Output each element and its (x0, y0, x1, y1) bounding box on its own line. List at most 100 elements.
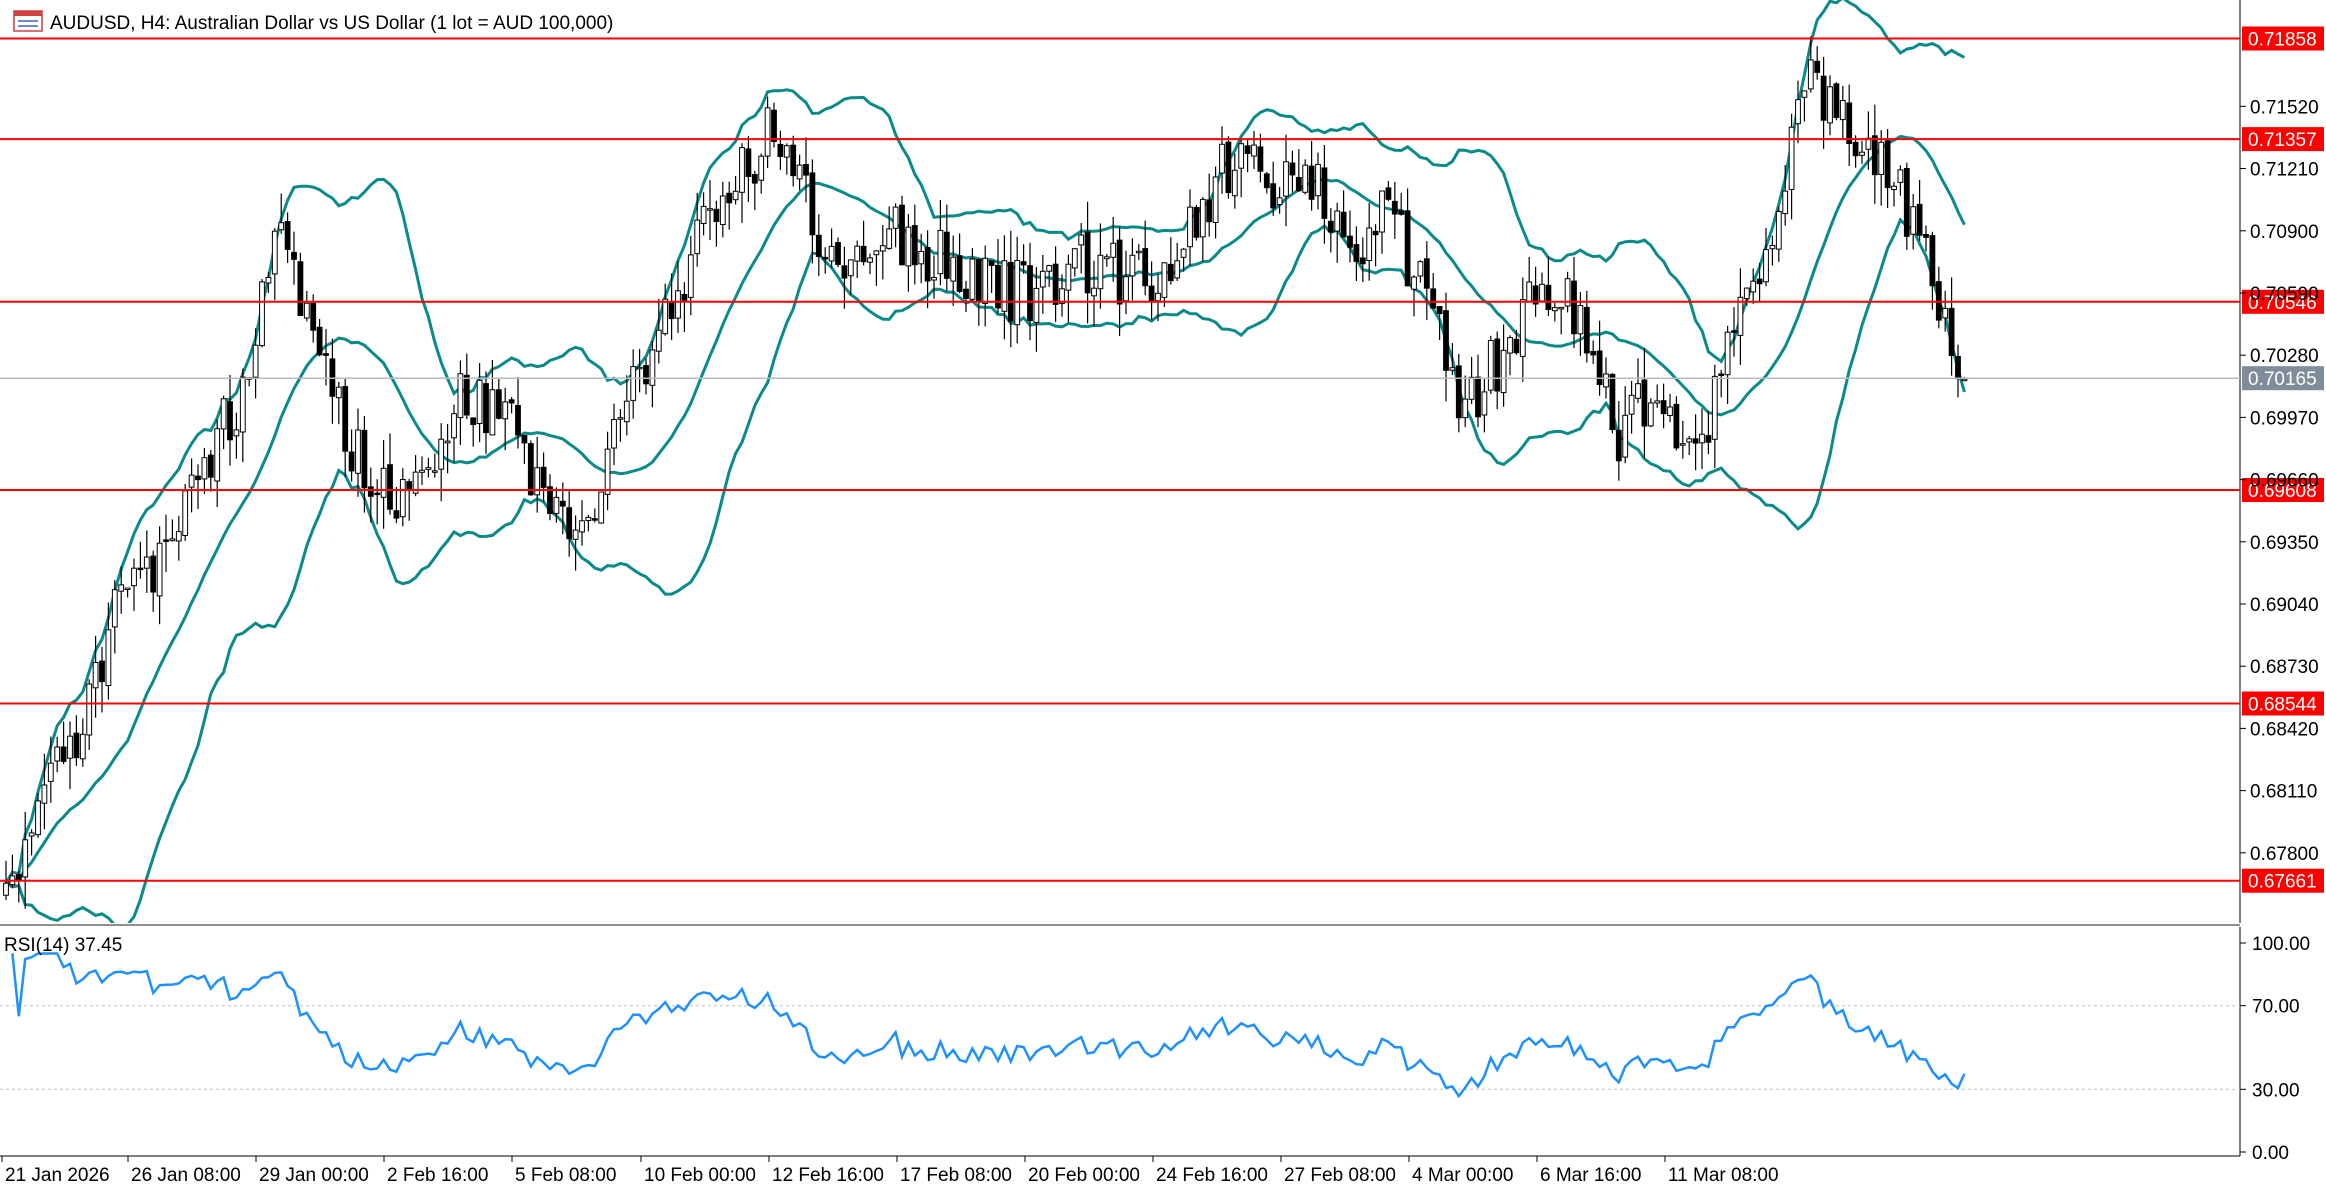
candle-body-up (1647, 402, 1654, 427)
candle (252, 328, 259, 399)
candle-body-up (1628, 394, 1635, 415)
candle-body-up (111, 589, 118, 628)
candle-body-up (303, 302, 310, 319)
candle-body-up (1679, 443, 1686, 446)
candle-body-down (137, 567, 144, 571)
rsi-tick-label: 70.00 (2252, 997, 2300, 1018)
candle (745, 136, 752, 202)
candle-body-down (1289, 162, 1296, 176)
candle-body-up (1635, 383, 1641, 399)
candle-body-up (617, 417, 624, 420)
candle (611, 403, 617, 466)
candle (1756, 263, 1763, 302)
candle (342, 379, 349, 478)
time-tick-label: 5 Feb 08:00 (515, 1165, 616, 1184)
candle (809, 159, 816, 264)
candle (1468, 356, 1475, 404)
candle-body-down (841, 265, 848, 279)
candle (700, 192, 707, 236)
candle-body-up (931, 277, 937, 281)
candle-body-up (355, 429, 361, 474)
price-level[interactable]: 0.71357 (0, 127, 2324, 152)
time-tick-label: 27 Feb 08:00 (1284, 1165, 1396, 1184)
candle-body-down (387, 464, 393, 510)
candle-body-down (1923, 234, 1929, 238)
candle (73, 715, 80, 766)
candle-body-down (1340, 211, 1347, 238)
candle (1161, 262, 1168, 307)
candle (675, 260, 681, 334)
candle-body-down (643, 365, 649, 385)
candle (1129, 238, 1136, 301)
candle-body-up (873, 250, 880, 256)
candle-body-up (489, 389, 496, 436)
candle-body-up (233, 429, 240, 437)
candle-body-down (348, 451, 355, 472)
candle-body-up (604, 448, 611, 495)
candle (899, 195, 905, 266)
candle (988, 260, 995, 293)
candle (265, 271, 272, 293)
chart-window-icon[interactable] (13, 10, 43, 32)
candle-body-up (1449, 367, 1456, 371)
candle-body-up (764, 107, 771, 157)
candle-body-down (515, 405, 521, 436)
candle-body-down (1385, 187, 1392, 200)
candle (847, 259, 854, 295)
candle (60, 721, 67, 765)
candle-body-up (67, 735, 73, 759)
rsi-pane[interactable]: 100.00 70.00 30.00 0.00 RSI(14) 37.45 (0, 927, 2310, 1164)
candle (1641, 348, 1648, 458)
candle-body-up (1238, 143, 1245, 169)
candle (489, 360, 496, 436)
candle-body-up (1897, 169, 1904, 183)
candle (604, 431, 611, 511)
candle (1302, 159, 1309, 195)
candle-body-down (60, 746, 67, 762)
price-level[interactable]: 0.70546 (0, 289, 2324, 314)
candle-body-up (92, 662, 99, 689)
price-level[interactable]: 0.71858 (0, 26, 2324, 51)
price-level[interactable]: 0.67661 (0, 868, 2324, 893)
candle-body-up (1942, 307, 1949, 319)
candle-body-up (47, 762, 54, 782)
price-pane[interactable]: 0.71858 0.71357 0.70546 0.69608 0.68544 0.676… (0, 0, 2324, 925)
candle (271, 228, 278, 301)
candle-body-up (1961, 378, 1968, 382)
candle-body-up (1839, 100, 1846, 121)
candle-body-up (1622, 414, 1629, 458)
candle-body-down (924, 247, 931, 282)
candle-body-down (1206, 199, 1213, 223)
candle (1731, 307, 1737, 357)
candle (233, 412, 240, 459)
candle (739, 143, 745, 223)
candle-body-up (694, 219, 701, 255)
candle (1423, 241, 1430, 320)
candle-body-up (182, 490, 189, 536)
candle-body-down (1142, 248, 1149, 287)
price-level-label: 0.71858 (2248, 30, 2317, 51)
candle-body-up (892, 206, 899, 229)
candle-body-down (310, 302, 317, 331)
chart-header: AUDUSD, H4: Australian Dollar vs US Doll… (13, 10, 613, 34)
candle (111, 579, 118, 654)
candle-body-down (911, 225, 918, 266)
candle-body-up (1187, 206, 1193, 248)
candle-body-up (1161, 262, 1168, 298)
candle-body-down (1756, 278, 1763, 285)
candle-body-down (1673, 403, 1680, 449)
time-tick-label: 24 Feb 16:00 (1156, 1165, 1268, 1184)
candle (873, 250, 880, 286)
price-level[interactable]: 0.69608 (0, 478, 2324, 502)
candle-body-down (483, 383, 489, 434)
candle-body-up (41, 784, 48, 804)
price-level-label-bg (2242, 868, 2324, 893)
candle (1411, 275, 1417, 317)
candle-body-up (220, 398, 227, 430)
candle-body-up (1481, 391, 1488, 416)
candle-body-up (419, 469, 425, 473)
candle-body-up (1039, 270, 1046, 288)
price-level[interactable]: 0.68544 (0, 691, 2324, 716)
candle (1807, 36, 1814, 93)
